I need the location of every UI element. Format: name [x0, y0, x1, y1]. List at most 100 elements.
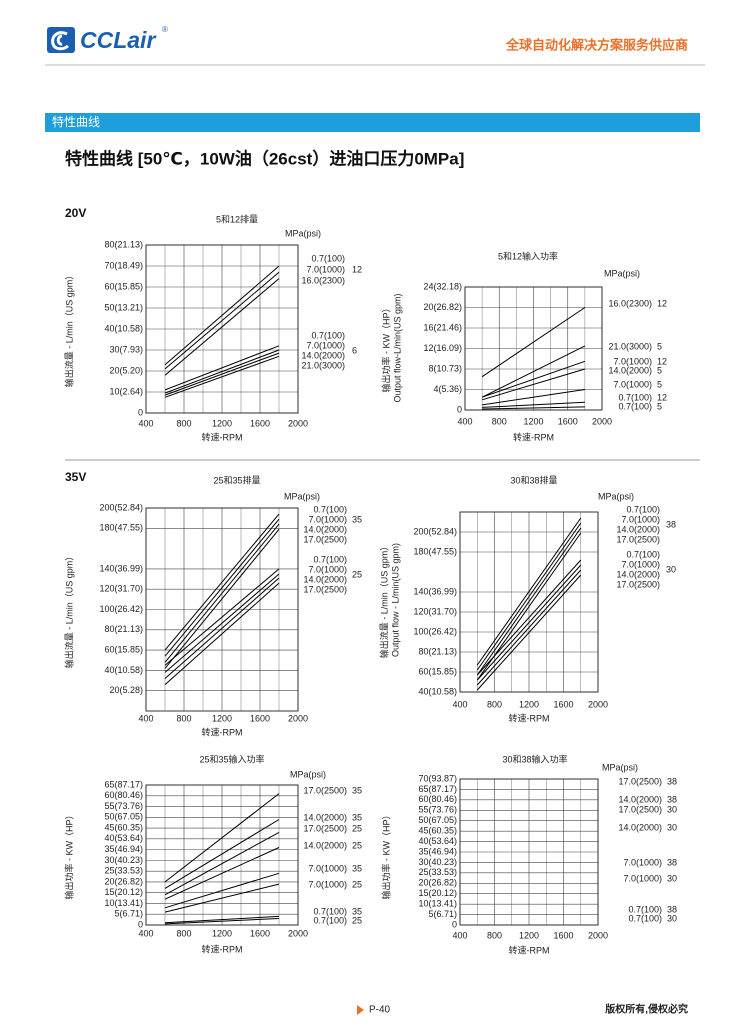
group-label: 38	[667, 857, 677, 867]
chart: 25和35输入功率 400 800 1200 1600 2000 05(6.71)10(13…	[63, 753, 362, 954]
y-tick-label: 24(32.18)	[423, 281, 462, 291]
x-tick-label: 800	[176, 713, 191, 723]
y-tick-label: 30(40.23)	[418, 857, 457, 867]
y-tick-label: 35(46.94)	[418, 846, 457, 856]
curve	[164, 349, 280, 394]
y-axis-label: 输出功率 - KW（HP）	[380, 811, 391, 900]
x-axis-label: 转速-RPM	[202, 943, 243, 954]
chart: 30和38输入功率 400 800 1200 1600 2000 05(6.71)10(13…	[380, 753, 677, 955]
group-label: 38	[667, 904, 677, 914]
section-title: 特性曲线	[52, 114, 100, 129]
curve	[476, 574, 582, 691]
y-tick-label: 5(6.71)	[114, 909, 143, 919]
curve	[482, 401, 585, 408]
y-axis-label: Output flow - L/min(US gpm)	[390, 543, 400, 657]
curve	[476, 527, 582, 676]
y-axis-label: 输出功率 - KW（HP）	[63, 811, 74, 900]
y-tick-label: 120(31.70)	[99, 584, 143, 594]
curve	[164, 355, 280, 398]
y-tick-label: 40(53.64)	[418, 836, 457, 846]
series-label: 17.0(2500)	[303, 785, 347, 795]
group-label: 5	[657, 401, 662, 411]
y-tick-label: 35(46.94)	[104, 844, 143, 854]
legend-title: MPa(psi)	[604, 268, 640, 278]
y-tick-label: 25(33.53)	[418, 867, 457, 877]
group-label: 6	[352, 345, 357, 355]
curve	[164, 915, 280, 924]
x-axis-label: 转速-RPM	[509, 944, 550, 955]
page-number: P-40	[369, 1005, 391, 1016]
y-tick-label: 50(67.05)	[418, 815, 457, 825]
group-label: 38	[667, 776, 677, 786]
y-tick-label: 40(53.64)	[104, 833, 143, 843]
curve	[476, 522, 582, 671]
group-label: 35	[352, 906, 362, 916]
group-label: 30	[667, 913, 677, 923]
chart: 30和38排量 400 800 1200 1600 2000 40(10.58) 60(15.…	[378, 474, 676, 723]
series-label: 14.0(2000)	[303, 524, 347, 534]
y-tick-label: 60(80.46)	[104, 790, 143, 800]
curve	[481, 345, 586, 398]
curve	[164, 345, 280, 391]
series-label: 0.7(100)	[626, 549, 660, 559]
y-tick-label: 20(26.82)	[104, 876, 143, 886]
y-tick-label: 55(73.76)	[104, 801, 143, 811]
copyright: 版权所有,侵权必究	[605, 1003, 688, 1016]
curve	[476, 517, 582, 666]
y-tick-label: 5(6.71)	[428, 909, 457, 919]
y-tick-label: 200(52.84)	[413, 526, 457, 536]
y-tick-label: 0	[452, 919, 457, 929]
series-label: 7.0(1000)	[308, 863, 347, 873]
curve	[476, 564, 582, 681]
group-label: 12	[657, 356, 667, 366]
series-label: 0.7(100)	[313, 906, 347, 916]
x-tick-label: 800	[176, 928, 191, 938]
plot-frame	[459, 511, 599, 693]
series-label: 21.0(3000)	[301, 360, 345, 370]
series-label: 7.0(1000)	[623, 873, 662, 883]
logo-mark	[51, 31, 69, 51]
y-tick-label: 180(47.55)	[99, 523, 143, 533]
y-tick-label: 60(15.85)	[418, 666, 457, 676]
series-label: 14.0(2000)	[618, 794, 662, 804]
series-label: 0.7(100)	[311, 330, 345, 340]
series-label: 14.0(2000)	[303, 840, 347, 850]
curve	[164, 568, 280, 666]
series-label: 17.0(2500)	[303, 584, 347, 594]
group-label: 25	[352, 879, 362, 889]
y-tick-label: 10(13.41)	[104, 898, 143, 908]
x-tick-label: 1200	[212, 713, 232, 723]
curve	[164, 271, 280, 370]
series-label: 7.0(1000)	[613, 356, 652, 366]
y-tick-label: 45(60.35)	[104, 822, 143, 832]
curve	[164, 352, 280, 396]
series-label: 16.0(2300)	[608, 298, 652, 308]
y-tick-label: 40(10.58)	[104, 323, 143, 333]
voltage-label: 20V	[65, 206, 86, 220]
y-tick-label: 30(40.23)	[104, 855, 143, 865]
x-tick-label: 400	[138, 418, 153, 428]
series-label: 14.0(2000)	[303, 574, 347, 584]
group-label: 30	[666, 564, 676, 574]
curve	[476, 569, 582, 686]
series-label: 17.0(2500)	[618, 776, 662, 786]
legend-title: MPa(psi)	[284, 491, 320, 501]
series-label: 0.7(100)	[313, 915, 347, 925]
y-tick-label: 50(67.05)	[104, 812, 143, 822]
curve	[482, 389, 585, 406]
curve	[476, 559, 582, 676]
y-tick-label: 80(21.13)	[418, 646, 457, 656]
x-tick-label: 1600	[250, 713, 270, 723]
curve	[481, 307, 586, 378]
logo: CCLair ®	[47, 25, 168, 53]
curve	[164, 528, 280, 669]
series-label: 0.7(100)	[313, 554, 347, 564]
y-tick-label: 0	[138, 919, 143, 929]
series-label: 7.0(1000)	[308, 564, 347, 574]
y-tick-label: 25(33.53)	[104, 866, 143, 876]
series-label: 7.0(1000)	[623, 857, 662, 867]
x-tick-label: 800	[487, 930, 502, 940]
y-tick-label: 12(16.09)	[423, 343, 462, 353]
y-tick-label: 40(10.58)	[104, 665, 143, 675]
group-label: 25	[352, 840, 362, 850]
